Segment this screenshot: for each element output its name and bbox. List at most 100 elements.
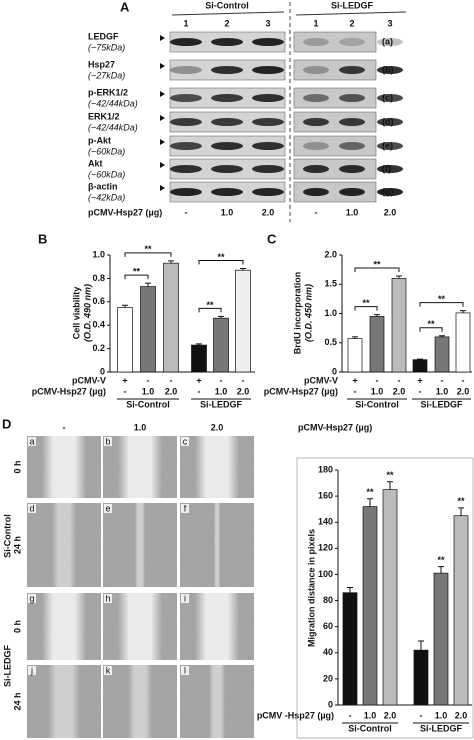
blot-band xyxy=(211,118,243,126)
bar xyxy=(191,344,207,373)
significance-bracket xyxy=(124,252,172,257)
error-bar xyxy=(438,566,444,574)
row-value: - xyxy=(398,375,401,385)
blot-band xyxy=(211,142,243,150)
row-value: 2.0 xyxy=(455,710,468,720)
marker-arrow xyxy=(160,185,165,191)
bar xyxy=(413,649,429,706)
marker-arrow xyxy=(160,35,165,41)
blot-band xyxy=(303,165,329,173)
treatment-dose: - xyxy=(315,207,318,217)
image-letter: e xyxy=(105,503,110,513)
treatment-label: pCMV-Hsp27 (µg) xyxy=(88,207,162,217)
marker-arrow xyxy=(160,91,165,97)
error-bar xyxy=(417,358,423,360)
panel-label: C xyxy=(267,231,277,246)
letter-box xyxy=(181,594,189,603)
error-bar xyxy=(460,310,466,313)
error-bar xyxy=(418,640,424,651)
error-bar xyxy=(387,481,393,490)
group-label: Si-LEDGF xyxy=(200,399,243,409)
significance-label: ** xyxy=(362,298,370,308)
bar xyxy=(235,269,251,373)
row-value: - xyxy=(242,375,245,385)
lane-number: 3 xyxy=(265,18,270,28)
time-label: 0 h xyxy=(12,460,22,473)
significance-label: ** xyxy=(457,496,465,506)
image-letter: j xyxy=(30,665,33,675)
error-bar xyxy=(439,335,445,337)
letter-box xyxy=(181,666,189,675)
blot-band xyxy=(211,38,243,46)
row-value: 1.0 xyxy=(436,386,449,396)
significance-label: ** xyxy=(144,244,152,254)
row-value: + xyxy=(196,375,201,385)
group-side-label: Si-LEDGF xyxy=(2,644,12,687)
time-label: 24 h xyxy=(12,692,22,710)
bar xyxy=(369,316,385,373)
blot-band xyxy=(252,94,284,102)
blot-band xyxy=(377,66,403,74)
significance-bracket xyxy=(124,274,149,280)
protein-size: (~75kDa) xyxy=(88,42,125,52)
marker-arrow xyxy=(160,162,165,168)
blot-band xyxy=(377,38,403,46)
blot-band xyxy=(303,66,329,74)
wound-gap xyxy=(214,503,220,587)
y-axis-title: Cell viability xyxy=(71,287,81,340)
image-letter: c xyxy=(183,436,188,446)
blot-right xyxy=(293,87,377,109)
y-tick-label: 0.5 xyxy=(324,337,337,347)
protein-name: Akt xyxy=(88,158,103,168)
y-tick-label: 140 xyxy=(318,517,333,527)
wound-gap xyxy=(209,665,225,738)
row-label: pCMV-Hsp27 (µg) xyxy=(32,386,106,396)
error-bar xyxy=(168,260,174,264)
blot-band xyxy=(211,165,243,173)
y-tick-label: 0.2 xyxy=(92,343,105,353)
blot-tag: (g) xyxy=(382,186,394,196)
header-wedge xyxy=(295,11,407,16)
significance-label: ** xyxy=(373,259,381,269)
row-value: 2.0 xyxy=(165,386,178,396)
treatment-dose: 1.0 xyxy=(346,207,359,217)
row-value: 2.0 xyxy=(237,386,250,396)
letter-box xyxy=(181,504,189,513)
protein-name: Hsp27 xyxy=(88,59,115,69)
blot-band xyxy=(377,165,403,173)
letter-box xyxy=(181,437,189,446)
y-tick-label: 100 xyxy=(318,569,333,579)
treatment-dose: 1.0 xyxy=(221,207,234,217)
significance-label: ** xyxy=(438,294,446,304)
blot-band xyxy=(339,142,365,150)
row-value: - xyxy=(147,375,150,385)
protein-size: (~27kDa) xyxy=(88,70,125,80)
error-bar xyxy=(145,282,151,287)
panel-label: D xyxy=(2,416,11,431)
panel-label: B xyxy=(38,231,47,246)
y-axis-title: (O.D. 450 nm) xyxy=(303,284,313,342)
y-tick-label: 40 xyxy=(323,647,333,657)
y-tick-label: 160 xyxy=(318,490,333,500)
significance-bracket xyxy=(419,302,464,307)
row-value: 1.0 xyxy=(142,386,155,396)
row-label: pCMV-V xyxy=(72,375,106,385)
row-value: 2.0 xyxy=(393,386,406,396)
time-label: 24 h xyxy=(12,536,22,554)
bar xyxy=(163,262,179,373)
bar xyxy=(455,312,471,373)
image-letter: f xyxy=(184,503,187,513)
blot-band xyxy=(211,66,243,74)
wound-gap xyxy=(128,665,152,738)
y-tick-label: 20 xyxy=(323,673,333,683)
letter-box xyxy=(28,594,36,603)
significance-bracket xyxy=(198,259,244,265)
significance-bracket xyxy=(419,327,443,332)
bar xyxy=(391,278,407,373)
row-value: 1.0 xyxy=(435,710,448,720)
wound-gap xyxy=(42,593,86,660)
error-bar xyxy=(218,315,224,319)
significance-label: ** xyxy=(437,555,445,565)
blot-band xyxy=(303,38,329,46)
group-label: Si-Control xyxy=(348,723,392,733)
